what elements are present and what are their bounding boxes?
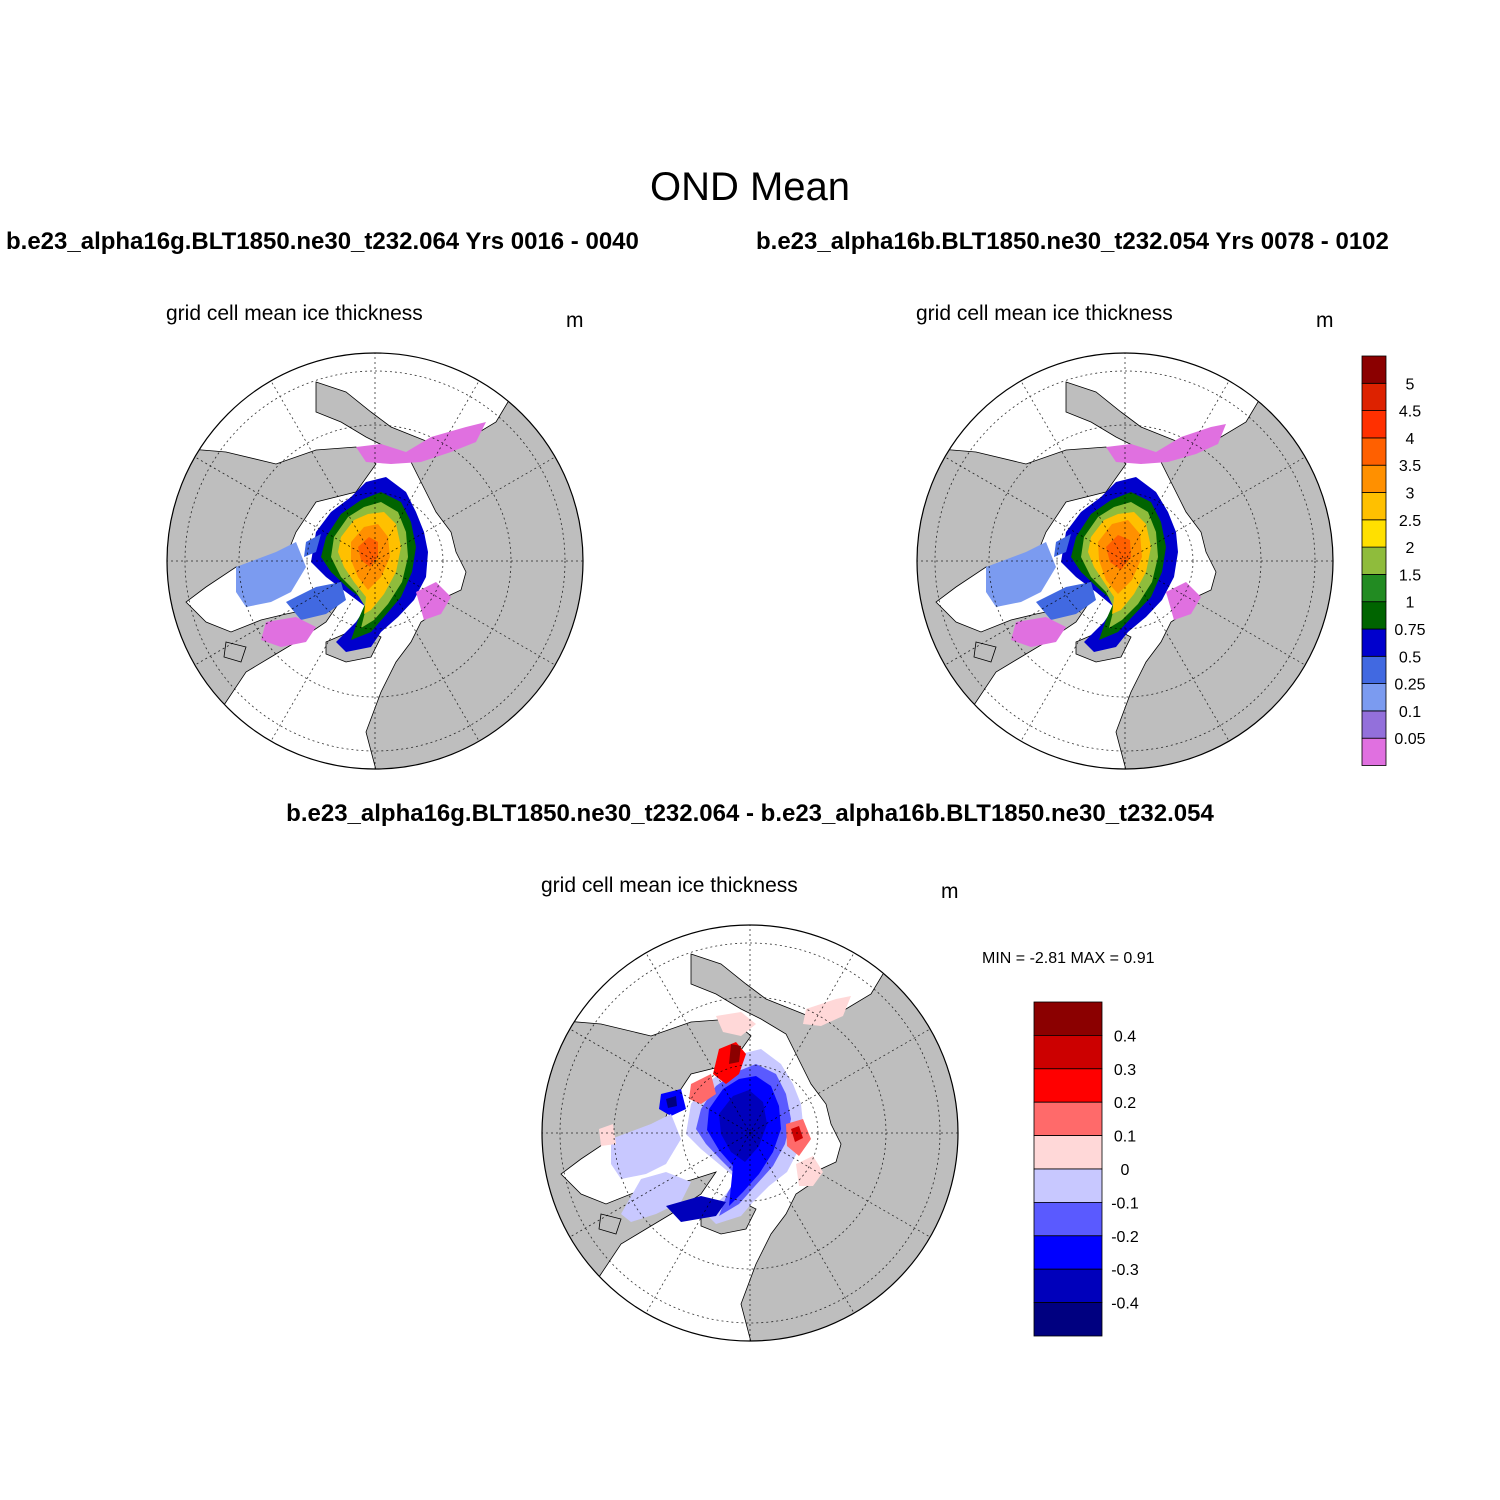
colorbar-tick-label: 0.5 — [1399, 649, 1421, 666]
left-case-title: b.e23_alpha16g.BLT1850.ne30_t232.064 Yrs… — [6, 228, 639, 255]
colorbar-tick-label: 3 — [1406, 486, 1415, 503]
colorbar-swatch — [1361, 683, 1387, 712]
colorbar-tick-label: 4 — [1406, 431, 1415, 448]
colorbar-swatch — [1033, 1001, 1103, 1036]
colorbar-swatch — [1361, 710, 1387, 739]
colorbar-swatch — [1033, 1135, 1103, 1170]
left-panel-unit: m — [566, 309, 584, 332]
colorbar-tick-label: 0.75 — [1394, 622, 1425, 639]
colorbar-swatch — [1361, 437, 1387, 466]
colorbar-swatch — [1361, 573, 1387, 603]
colorbar-tick-label: 0 — [1121, 1162, 1130, 1179]
graticule — [167, 353, 583, 769]
colorbar-tick-label: 5 — [1406, 376, 1415, 393]
colorbar-tick-label: 4.5 — [1399, 404, 1421, 421]
colorbar-tick-label: 0.1 — [1399, 704, 1421, 721]
colorbar-swatch — [1361, 546, 1387, 575]
sea-ice-field — [986, 424, 1226, 652]
colorbar-tick-label: 1.5 — [1399, 567, 1421, 584]
diff-minmax-text: MIN = -2.81 MAX = 0.91 — [982, 950, 1155, 967]
right-polar-map — [916, 352, 1334, 770]
colorbar-tick-label: 0.2 — [1114, 1095, 1136, 1112]
right-case-title: b.e23_alpha16b.BLT1850.ne30_t232.054 Yrs… — [756, 228, 1389, 255]
colorbar-swatch — [1361, 492, 1387, 521]
colorbar-swatch — [1361, 410, 1387, 439]
colorbar-tick-label: 0.1 — [1114, 1129, 1136, 1146]
colorbar-tick-label: -0.3 — [1111, 1262, 1139, 1279]
sea-ice-field — [236, 422, 486, 652]
left-panel-label: grid cell mean ice thickness — [166, 302, 423, 325]
colorbar-swatch — [1033, 1035, 1103, 1070]
colorbar-tick-label: -0.4 — [1111, 1296, 1139, 1313]
diff-panel-label: grid cell mean ice thickness — [541, 874, 798, 897]
colorbar-swatch — [1033, 1101, 1103, 1136]
colorbar-tick-label: 0.3 — [1114, 1062, 1136, 1079]
difference-polar-map — [541, 924, 959, 1342]
colorbar-swatch — [1361, 519, 1387, 548]
colorbar-tick-label: 2.5 — [1399, 513, 1421, 530]
diff-panel-unit: m — [941, 880, 959, 903]
colorbar-swatch — [1361, 655, 1387, 684]
colorbar-swatch — [1361, 355, 1387, 384]
colorbar-tick-label: 2 — [1406, 540, 1415, 557]
colorbar-swatch — [1033, 1302, 1103, 1337]
difference-field — [599, 996, 851, 1224]
left-polar-map — [166, 352, 584, 770]
figure-title: OND Mean — [649, 165, 851, 209]
colorbar-tick-label: -0.2 — [1111, 1229, 1139, 1246]
colorbar-tick-label: -0.1 — [1111, 1195, 1139, 1212]
colorbar-swatch — [1033, 1235, 1103, 1270]
graticule — [542, 925, 958, 1341]
colorbar-swatch — [1361, 737, 1387, 766]
colorbar-swatch — [1361, 464, 1387, 493]
colorbar-tick-label: 0.25 — [1394, 677, 1425, 694]
right-panel-unit: m — [1316, 309, 1334, 332]
colorbar-tick-label: 0.4 — [1114, 1028, 1136, 1045]
colorbar-swatch — [1033, 1268, 1103, 1304]
colorbar-tick-label: 1 — [1406, 595, 1415, 612]
colorbar-swatch — [1361, 382, 1387, 411]
colorbar-swatch — [1033, 1068, 1103, 1103]
graticule — [917, 353, 1333, 769]
right-panel-label: grid cell mean ice thickness — [916, 302, 1173, 325]
difference-colorbar: 0.4 0.3 0.2 0.1 0 -0.1 -0.2 -0.3 -0.4 — [1033, 1001, 1139, 1337]
colorbar-tick-label: 0.05 — [1394, 731, 1425, 748]
colorbar-swatch — [1033, 1201, 1103, 1237]
colorbar-swatch — [1033, 1168, 1103, 1203]
thickness-colorbar: 0.05 0.1 0.25 0.5 0.75 1 1.5 2 2.5 3 3.5 4 4.5 5 — [1361, 355, 1426, 766]
colorbar-swatch — [1361, 628, 1387, 657]
colorbar-tick-label: 3.5 — [1399, 458, 1421, 475]
difference-title: b.e23_alpha16g.BLT1850.ne30_t232.064 - b… — [286, 800, 1214, 827]
colorbar-swatch — [1361, 601, 1387, 630]
